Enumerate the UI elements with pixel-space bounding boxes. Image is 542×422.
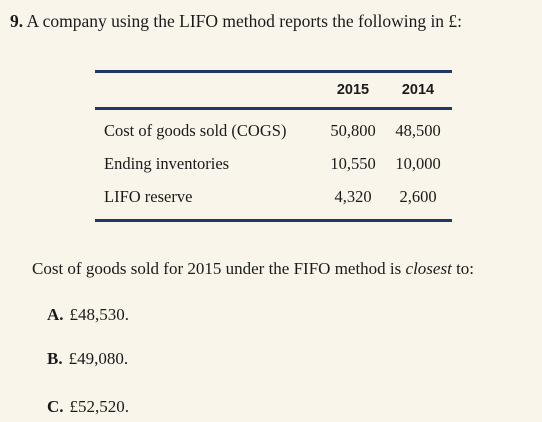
choice-text: £49,080. [68, 349, 129, 368]
choice-b[interactable]: B. £49,080. [47, 349, 128, 369]
value-2014: 10,000 [395, 153, 441, 173]
value-2015: 10,550 [330, 153, 376, 173]
choice-letter: B. [47, 349, 63, 368]
financial-table: 2015 2014 Cost of goods sold (COGS) 50,8… [95, 70, 452, 222]
prompt-tail: to: [451, 259, 475, 278]
value-2014: 2,600 [399, 186, 437, 206]
prompt-text: Cost of goods sold for 2015 under the FI… [32, 259, 406, 278]
question-prompt: Cost of goods sold for 2015 under the FI… [32, 259, 474, 279]
header-2014: 2014 [401, 82, 435, 98]
table-row: Ending inventories 10,550 10,000 [95, 147, 452, 180]
choice-letter: C. [47, 397, 64, 416]
question-text: A company using the LIFO method reports … [26, 11, 463, 31]
table-row: LIFO reserve 4,320 2,600 [95, 180, 452, 219]
row-label: Cost of goods sold (COGS) [104, 120, 287, 140]
header-2015: 2015 [336, 82, 370, 98]
choice-text: £52,520. [69, 397, 130, 416]
value-2014: 48,500 [395, 120, 441, 140]
choice-text: £48,530. [69, 305, 130, 324]
table-header-rule [95, 107, 452, 110]
prompt-emphasis: closest [405, 259, 452, 278]
choice-letter: A. [47, 305, 64, 324]
choice-a[interactable]: A. £48,530. [47, 305, 129, 325]
value-2015: 4,320 [334, 186, 372, 206]
table-header-row: 2015 2014 [95, 73, 452, 107]
table-top-rule [95, 70, 452, 73]
value-2015: 50,800 [330, 120, 376, 140]
row-label: Ending inventories [104, 153, 230, 173]
row-label: LIFO reserve [104, 186, 193, 206]
question-stem: 9. A company using the LIFO method repor… [10, 11, 462, 32]
choice-c[interactable]: C. £52,520. [47, 397, 129, 417]
header-label-cell [95, 73, 322, 107]
question-number: 9. [10, 11, 24, 31]
table-bottom-rule [95, 219, 452, 222]
table-row: Cost of goods sold (COGS) 50,800 48,500 [95, 110, 452, 147]
